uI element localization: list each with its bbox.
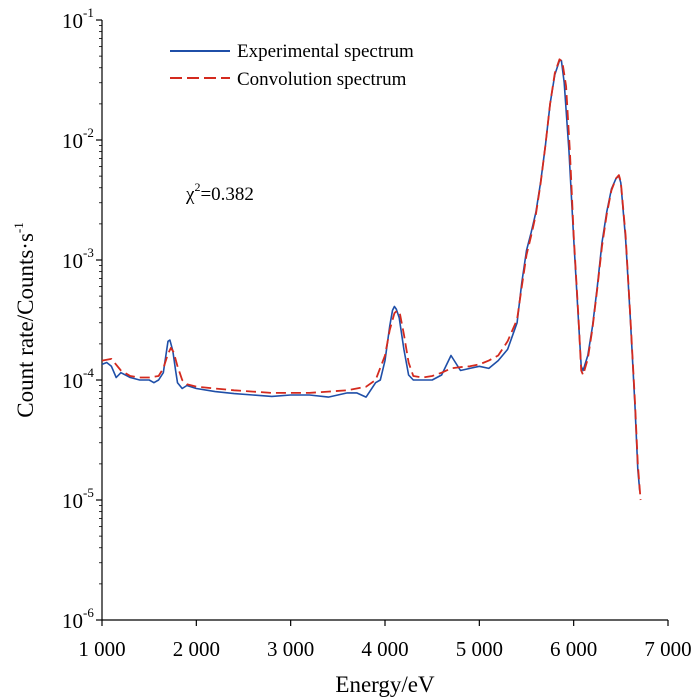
x-tick-label: 3 000 (267, 637, 314, 661)
plot-frame (101, 20, 668, 621)
x-tick-label: 2 000 (173, 637, 220, 661)
legend: Experimental spectrum Convolution spectr… (170, 41, 414, 90)
y-tick-label: 10-6 (62, 605, 94, 633)
series-experimental-line (101, 59, 641, 491)
y-tick-label: 10-2 (62, 125, 94, 153)
series-layer (101, 58, 642, 501)
x-tick-label: 7 000 (644, 637, 691, 661)
y-ticks: 10-6 10-5 10-4 10-3 10-2 10-1 (62, 5, 102, 633)
legend-label-convolution: Convolution spectrum (237, 69, 407, 90)
x-tick-label: 6 000 (550, 637, 597, 661)
chi-square-annotation: χ2=0.382 (185, 180, 254, 205)
x-axis-title: Energy/eV (335, 672, 435, 697)
chi-value: =0.382 (200, 184, 253, 205)
y-tick-label: 10-1 (62, 5, 94, 33)
y-axis-title: Count rate/Counts·s-1 (11, 222, 38, 417)
y-axis-title-exp: -1 (11, 222, 26, 233)
y-tick-label: 10-5 (62, 485, 94, 513)
y-tick-label: 10-4 (62, 365, 94, 393)
y-axis-title-main: Count rate/Counts·s (13, 233, 38, 418)
series-convolution-line (101, 58, 642, 501)
x-ticks: 1 000 2 000 3 000 4 000 5 000 6 000 7 000 (78, 620, 692, 661)
x-tick-label: 1 000 (78, 637, 125, 661)
x-tick-label: 5 000 (456, 637, 503, 661)
y-tick-label: 10-3 (62, 245, 94, 273)
chi-exponent: 2 (194, 180, 200, 194)
chi-symbol: χ (185, 184, 195, 205)
legend-label-experimental: Experimental spectrum (237, 41, 414, 62)
x-tick-label: 4 000 (361, 637, 408, 661)
